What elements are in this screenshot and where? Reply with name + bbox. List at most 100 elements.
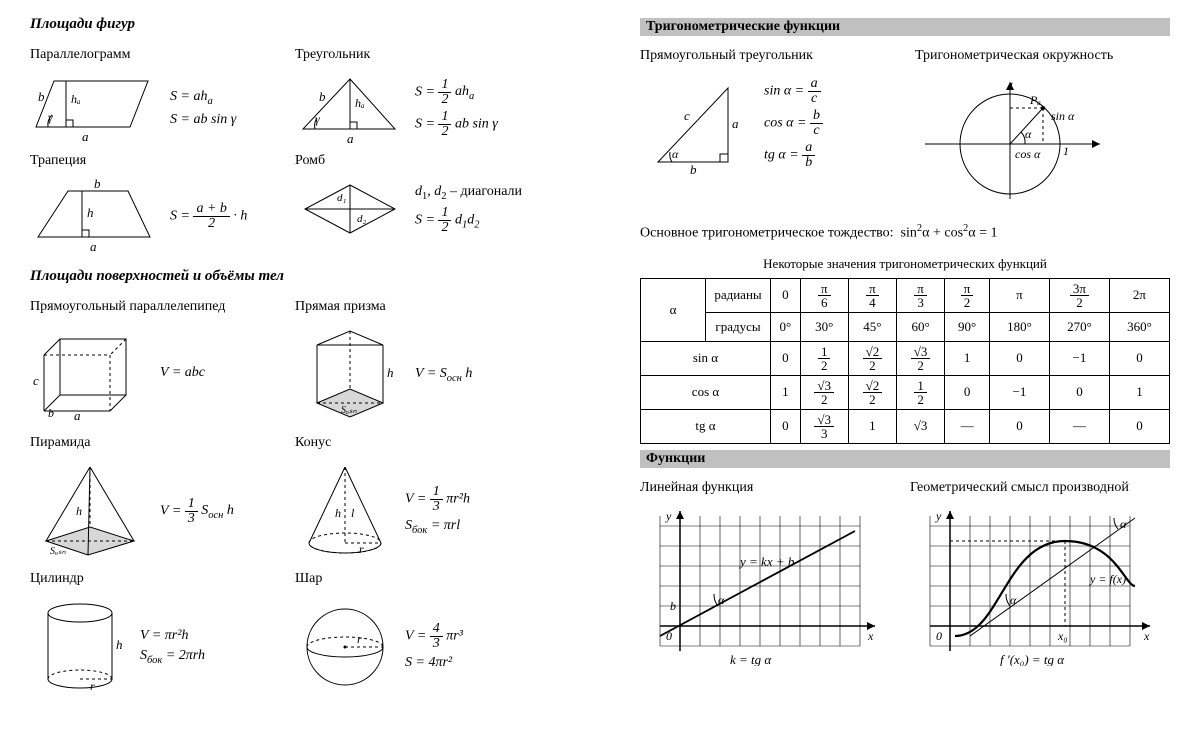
formula: S = 12 d1d2 (415, 206, 522, 235)
title: Цилиндр (30, 571, 285, 587)
formula: V = 43 πr³ (405, 622, 463, 651)
svg-text:y: y (935, 509, 942, 523)
svg-text:α: α (672, 147, 679, 161)
svg-text:Pₐ: Pₐ (1029, 93, 1041, 107)
svg-text:γ: γ (48, 110, 53, 124)
svg-text:Sₒₛₙ: Sₒₛₙ (50, 546, 67, 557)
svg-text:α: α (1025, 127, 1032, 141)
svg-text:γ: γ (315, 112, 320, 126)
svg-text:α: α (1120, 517, 1127, 531)
svg-text:r: r (357, 632, 362, 646)
block-right-triangle: Прямоугольный треугольник c a b α sin α … (640, 44, 895, 209)
svg-text:h: h (387, 365, 394, 380)
title: Треугольник (295, 47, 550, 63)
block-cone: Конус h l r V = 13 πr²h Sбок = πrl (295, 431, 550, 561)
svg-text:d₁: d₁ (337, 192, 347, 204)
svg-text:h: h (76, 504, 82, 518)
title: Трапеция (30, 153, 285, 169)
formula: Sбок = 2πrh (140, 647, 205, 667)
svg-text:sin α: sin α (1051, 109, 1075, 123)
svg-text:c: c (684, 108, 690, 123)
title: Тригонометрическая окружность (915, 48, 1170, 64)
svg-text:Sₒₛₙ: Sₒₛₙ (341, 405, 358, 416)
svg-text:a: a (74, 408, 81, 420)
formula: sin α = ac (764, 77, 823, 106)
heading-solids: Площади поверхностей и объёмы тел (30, 268, 550, 285)
svg-text:0: 0 (936, 629, 942, 643)
formula: S = 4πr² (405, 654, 463, 672)
svg-text:k = tg α: k = tg α (730, 652, 772, 666)
block-unit-circle: Тригонометрическая окружность 1 1 α Pₐ s… (915, 44, 1170, 209)
svg-text:b: b (690, 162, 697, 174)
block-sphere: Шар r V = 43 πr³ S = 4πr² (295, 567, 550, 697)
identity: Основное тригонометрическое тождество: s… (640, 223, 1170, 242)
formula: V = abc (160, 364, 205, 382)
heading-areas: Площади фигур (30, 16, 550, 33)
block-derivative: Геометрический смысл производной (910, 476, 1170, 671)
svg-text:b: b (48, 406, 54, 420)
title: Линейная функция (640, 480, 890, 496)
svg-text:hₐ: hₐ (355, 96, 365, 110)
svg-text:b: b (38, 89, 45, 104)
block-rhombus: Ромб d₁ d₂ d1, d2 – диагонали S = 12 d1d… (295, 149, 550, 254)
svg-text:α: α (718, 593, 725, 607)
svg-text:h: h (87, 205, 94, 220)
svg-text:hₐ: hₐ (71, 92, 81, 106)
formula: V = 13 πr²h (405, 485, 470, 514)
bar-func: Функции (640, 450, 1170, 468)
svg-text:x: x (867, 629, 874, 643)
formula: Sбок = πrl (405, 517, 470, 537)
title: Шар (295, 571, 550, 587)
svg-text:1: 1 (1008, 79, 1014, 93)
title: Параллелограмм (30, 47, 285, 63)
block-cuboid: Прямоугольный параллелепипед c b a (30, 295, 285, 425)
svg-text:y: y (665, 509, 672, 523)
svg-text:l: l (351, 506, 355, 520)
svg-text:a: a (82, 129, 89, 143)
formula: S = 12 ab sin γ (415, 110, 498, 139)
svg-text:b: b (670, 599, 676, 613)
trig-table: α радианы 0 π6 π4 π3 π2 π 3π2 2π градусы… (640, 278, 1170, 444)
title: Прямоугольный треугольник (640, 48, 895, 64)
svg-text:a: a (732, 116, 739, 131)
formula: V = πr²h (140, 627, 205, 645)
formula: S = a + b2 · h (170, 202, 247, 231)
formula: S = 12 aha (415, 78, 498, 107)
svg-text:cos α: cos α (1015, 147, 1041, 161)
title: Пирамида (30, 435, 285, 451)
svg-text:0: 0 (666, 629, 672, 643)
title: Прямая призма (295, 299, 550, 315)
svg-text:b: b (319, 89, 326, 104)
svg-text:h: h (116, 637, 123, 652)
block-prism: Прямая призма h Sₒₛₙ V = Sосн h (295, 295, 550, 425)
formula: S = ab sin γ (170, 111, 236, 129)
title: Ромб (295, 153, 550, 169)
svg-text:a: a (90, 239, 97, 254)
formula: V = 13 Sосн h (160, 497, 234, 526)
svg-text:r: r (90, 679, 95, 693)
block-linear: Линейная функция (640, 476, 890, 671)
svg-text:y = f(x): y = f(x) (1089, 572, 1126, 586)
title: Конус (295, 435, 550, 451)
svg-text:x₀: x₀ (1057, 629, 1068, 643)
svg-text:x: x (1143, 629, 1150, 643)
formula: V = Sосн h (415, 365, 472, 385)
svg-text:1: 1 (1063, 144, 1069, 158)
svg-text:y = kx + b: y = kx + b (738, 554, 795, 569)
block-parallelogram: Параллелограмм b hₐ a γ S = aha S = ab s… (30, 43, 285, 143)
block-triangle: Треугольник b hₐ a γ S = 12 aha S = 12 a… (295, 43, 550, 143)
formula: tg α = ab (764, 141, 823, 170)
formula: cos α = bc (764, 109, 823, 138)
svg-text:r: r (359, 542, 364, 556)
block-trapezium: Трапеция b h a S = a + b2 · h (30, 149, 285, 254)
svg-text:h: h (335, 506, 341, 520)
block-cylinder: Цилиндр h r V = πr²h Sбок = 2πrh (30, 567, 285, 697)
svg-text:d₂: d₂ (357, 213, 367, 225)
svg-text:f ′(x₀) = tg α: f ′(x₀) = tg α (1000, 652, 1065, 666)
block-pyramid: Пирамида h Sₒₛₙ V = 13 Sосн h (30, 431, 285, 561)
table-title: Некоторые значения тригонометрических фу… (640, 256, 1170, 272)
bar-trig: Тригонометрические функции (640, 18, 1170, 36)
svg-text:b: b (94, 179, 101, 191)
svg-text:c: c (33, 373, 39, 388)
svg-text:α: α (1010, 593, 1017, 607)
